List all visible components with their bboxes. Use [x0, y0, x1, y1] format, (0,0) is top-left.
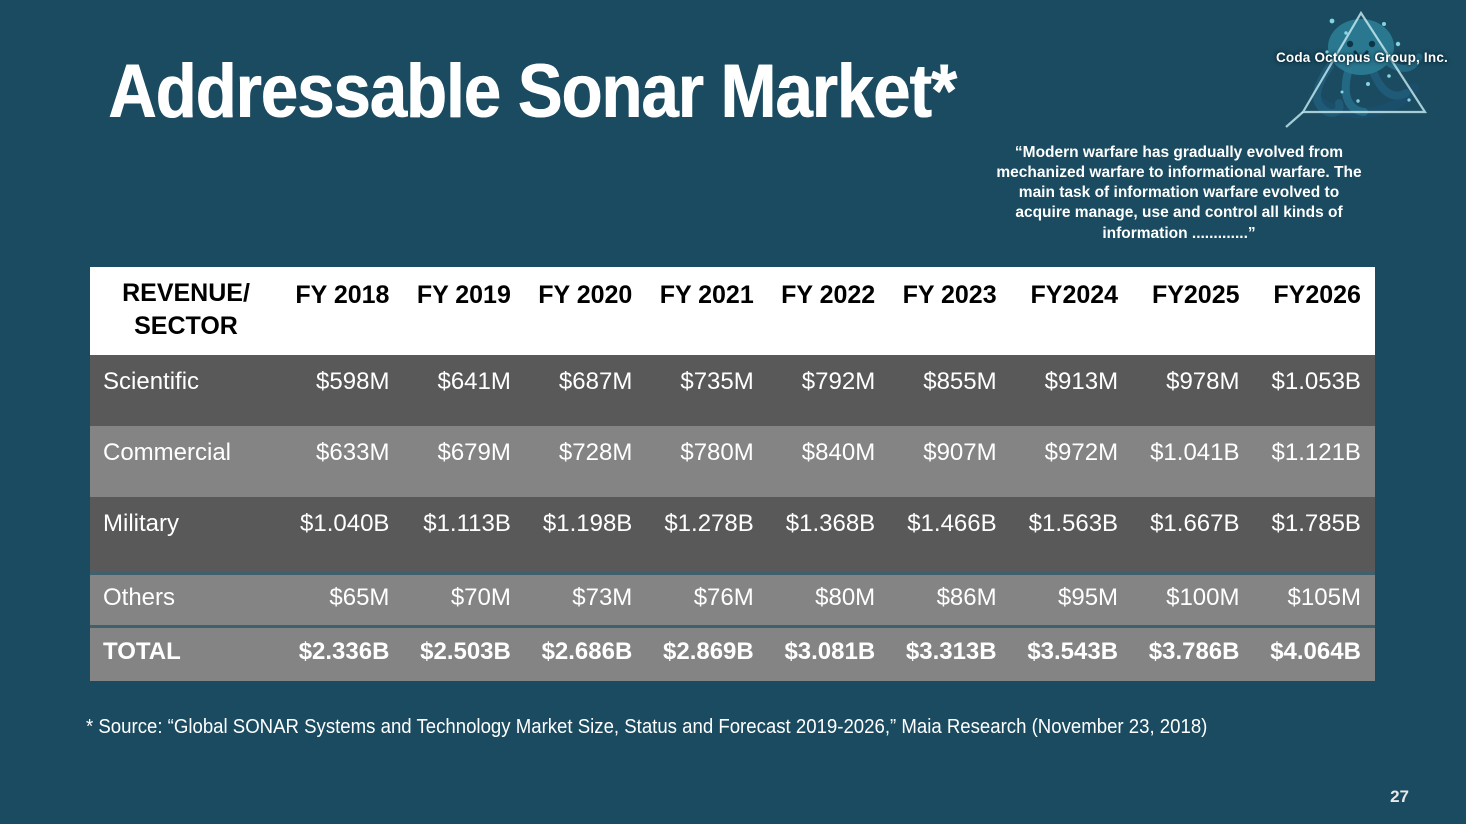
value-cell: $855M [923, 368, 997, 395]
value-cell: $3.313B [905, 638, 997, 665]
value-cell: $73M [572, 584, 633, 611]
value-cell: $907M [923, 439, 997, 466]
table-row-others: Others $65M $70M $73M $76M $80M $86M $95M $100M $… [90, 572, 1375, 625]
row-label: Scientific [103, 368, 200, 395]
row-label: Others [103, 584, 176, 611]
value-cell: $3.786B [1148, 638, 1240, 665]
table-row-scientific: Scientific $598M $641M $687M $735M $792M $855M… [90, 355, 1375, 426]
column-header-revenue-sector: REVENUE/ SECTOR [90, 267, 282, 355]
quote-text: “Modern warfare has gradually evolved fr… [996, 144, 1362, 242]
column-header-fy2024: FY2024 [1030, 281, 1119, 309]
value-cell: $1.198B [542, 510, 633, 537]
octopus-triangle-icon [1285, 10, 1428, 128]
column-header-fy-2022: FY 2022 [781, 281, 876, 309]
column-header-fy-2023: FY 2023 [902, 281, 997, 309]
value-cell: $76M [693, 584, 754, 611]
coda-octopus-logo: Coda Octopus Group, Inc. [1272, 0, 1450, 128]
row-label: Military [103, 510, 179, 537]
value-cell: $735M [680, 368, 754, 395]
value-cell: $1.278B [664, 510, 754, 537]
slide-title: Addressable Sonar Market* [108, 49, 957, 134]
column-header-fy-2018: FY 2018 [295, 281, 390, 309]
value-cell: $1.053B [1271, 368, 1361, 395]
value-cell: $1.040B [300, 510, 390, 537]
value-cell: $913M [1044, 368, 1119, 395]
value-cell: $972M [1044, 439, 1119, 466]
table-body: Scientific $598M $641M $687M $735M $792M $855M… [90, 355, 1375, 681]
value-cell: $70M [450, 584, 511, 611]
column-header-fy-2020: FY 2020 [538, 281, 633, 309]
value-cell: $1.785B [1271, 510, 1361, 537]
column-header-fy2026: FY2026 [1273, 281, 1361, 309]
value-cell: $3.081B [784, 638, 876, 665]
value-cell: $840M [801, 439, 876, 466]
value-cell: $728M [558, 439, 633, 466]
value-cell: $792M [801, 368, 876, 395]
value-cell: $3.543B [1027, 638, 1119, 665]
value-cell: $86M [936, 584, 997, 611]
value-cell: $100M [1166, 584, 1240, 611]
value-cell: $1.466B [907, 510, 997, 537]
column-header-fy-2019: FY 2019 [416, 281, 511, 309]
row-label: TOTAL [103, 638, 181, 665]
value-cell: $2.686B [541, 638, 633, 665]
sector-header-line1: REVENUE/ [122, 279, 250, 307]
value-cell: $1.041B [1150, 439, 1240, 466]
value-cell: $2.503B [420, 638, 511, 665]
value-cell: $679M [437, 439, 511, 466]
column-header-fy2025: FY2025 [1151, 281, 1240, 309]
row-label: Commercial [103, 439, 232, 466]
value-cell: $65M [329, 584, 390, 611]
source-footnote: * Source: “Global SONAR Systems and Tech… [86, 716, 1208, 738]
table-row-total: TOTAL $2.336B $2.503B $2.686B $2.869B $3.081B… [90, 625, 1375, 681]
table-row-commercial: Commercial $633M $679M $728M $780M $840M $907M… [90, 426, 1375, 497]
logo-text: Coda Octopus Group, Inc. [1275, 50, 1448, 65]
value-cell: $2.336B [298, 638, 390, 665]
value-cell: $1.113B [423, 510, 511, 537]
table-row-military: Military $1.040B $1.113B $1.198B $1.278B $1.3… [90, 497, 1375, 572]
value-cell: $633M [316, 439, 390, 466]
market-table: REVENUE/ SECTOR FY 2018 FY 2019 FY 2020 FY … [90, 267, 1375, 681]
value-cell: $95M [1058, 584, 1119, 611]
column-header-fy-2021: FY 2021 [659, 281, 754, 309]
value-cell: $80M [815, 584, 876, 611]
value-cell: $641M [437, 368, 511, 395]
value-cell: $105M [1287, 584, 1361, 611]
value-cell: $1.121B [1271, 439, 1361, 466]
value-cell: $780M [680, 439, 754, 466]
value-cell: $1.563B [1028, 510, 1119, 537]
page-number: 27 [1390, 787, 1409, 806]
value-cell: $598M [316, 368, 390, 395]
value-cell: $1.667B [1150, 510, 1240, 537]
sector-header-line2: SECTOR [134, 311, 238, 340]
value-cell: $2.869B [663, 638, 754, 665]
value-cell: $1.368B [785, 510, 876, 537]
table-header-row: REVENUE/ SECTOR FY 2018 FY 2019 FY 2020 FY … [90, 267, 1375, 355]
value-cell: $687M [558, 368, 633, 395]
value-cell: $4.064B [1270, 638, 1361, 665]
value-cell: $978M [1166, 368, 1240, 395]
